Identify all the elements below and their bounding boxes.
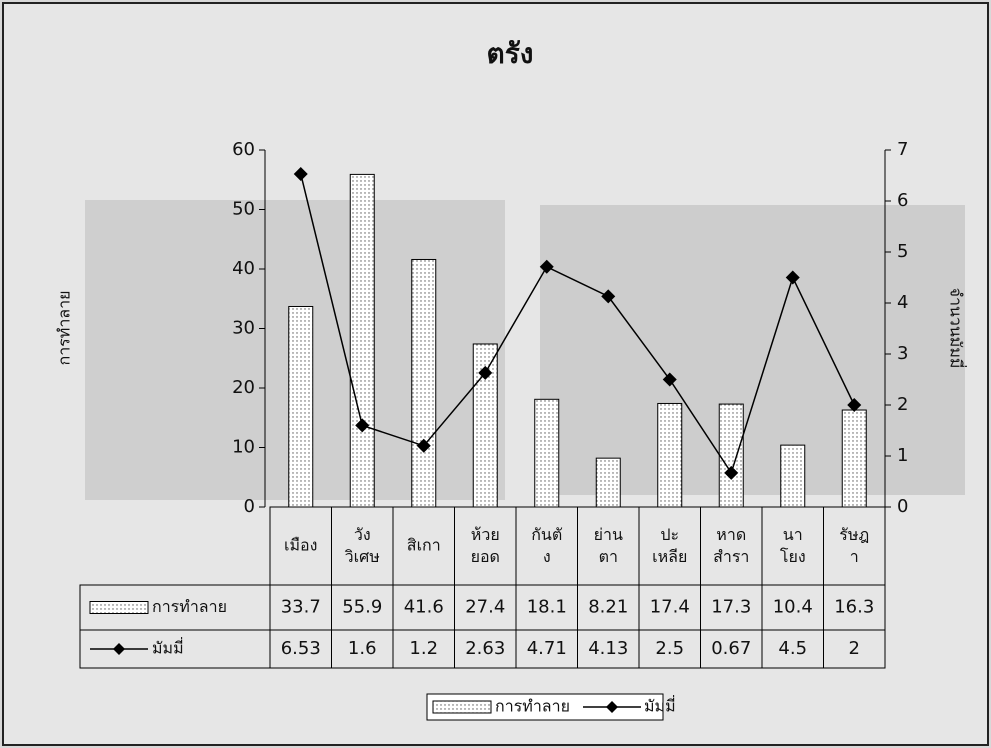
table-value: 8.21	[588, 597, 628, 618]
y-tick-label: 10	[232, 437, 255, 458]
chart: ตรัง การทำลาย จำนวนมัมมี่ 01020304050600…	[0, 0, 991, 748]
legend-swatch	[90, 602, 148, 614]
legend-swatch	[433, 701, 491, 713]
table-value: 1.2	[409, 638, 438, 659]
y2-tick-label: 2	[897, 394, 908, 415]
y-axis-label: การทำลาย	[55, 291, 74, 366]
y-tick-label: 60	[232, 139, 255, 160]
table-value: 17.4	[650, 597, 690, 618]
legend-label: การทำลาย	[495, 697, 570, 716]
bar	[719, 404, 743, 507]
bar	[350, 174, 374, 507]
table-value: 10.4	[773, 597, 813, 618]
legend-label: มัมมี่	[644, 695, 676, 716]
table-value: 16.3	[834, 597, 874, 618]
table-value: 0.67	[711, 638, 751, 659]
y-tick-label: 50	[232, 199, 255, 220]
y2-axis-label: จำนวนมัมมี่	[947, 288, 968, 369]
y2-tick-label: 6	[897, 190, 908, 211]
table-value: 17.3	[711, 597, 751, 618]
bar	[289, 306, 313, 507]
bar	[412, 259, 436, 507]
table-value: 4.5	[778, 638, 807, 659]
x-tick-label: สิเกา	[407, 536, 441, 555]
table-value: 4.13	[588, 638, 628, 659]
y-tick-label: 40	[232, 258, 255, 279]
y2-tick-label: 3	[897, 343, 908, 364]
y-tick-label: 0	[244, 496, 255, 517]
table-value: 55.9	[342, 597, 382, 618]
x-tick-label: เมือง	[284, 536, 317, 555]
bar	[658, 403, 682, 507]
table-value: 1.6	[348, 638, 377, 659]
chart-title: ตรัง	[487, 37, 534, 70]
table-value: 2	[849, 638, 860, 659]
bar	[781, 445, 805, 507]
table-row-label: การทำลาย	[152, 597, 227, 616]
bar	[535, 399, 559, 507]
table-value: 6.53	[281, 638, 321, 659]
y2-tick-label: 5	[897, 241, 908, 262]
bar	[842, 410, 866, 507]
y-tick-label: 20	[232, 377, 255, 398]
table-value: 4.71	[527, 638, 567, 659]
bar	[596, 458, 620, 507]
table-row-label: มัมมี่	[152, 637, 184, 658]
table-value: 33.7	[281, 597, 321, 618]
y-tick-label: 30	[232, 318, 255, 339]
table-value: 41.6	[404, 597, 444, 618]
y2-tick-label: 4	[897, 292, 908, 313]
y2-tick-label: 0	[897, 496, 908, 517]
table-value: 2.63	[465, 638, 505, 659]
y2-tick-label: 7	[897, 139, 908, 160]
table-value: 27.4	[465, 597, 505, 618]
table-value: 18.1	[527, 597, 567, 618]
table-value: 2.5	[655, 638, 684, 659]
y2-tick-label: 1	[897, 445, 908, 466]
